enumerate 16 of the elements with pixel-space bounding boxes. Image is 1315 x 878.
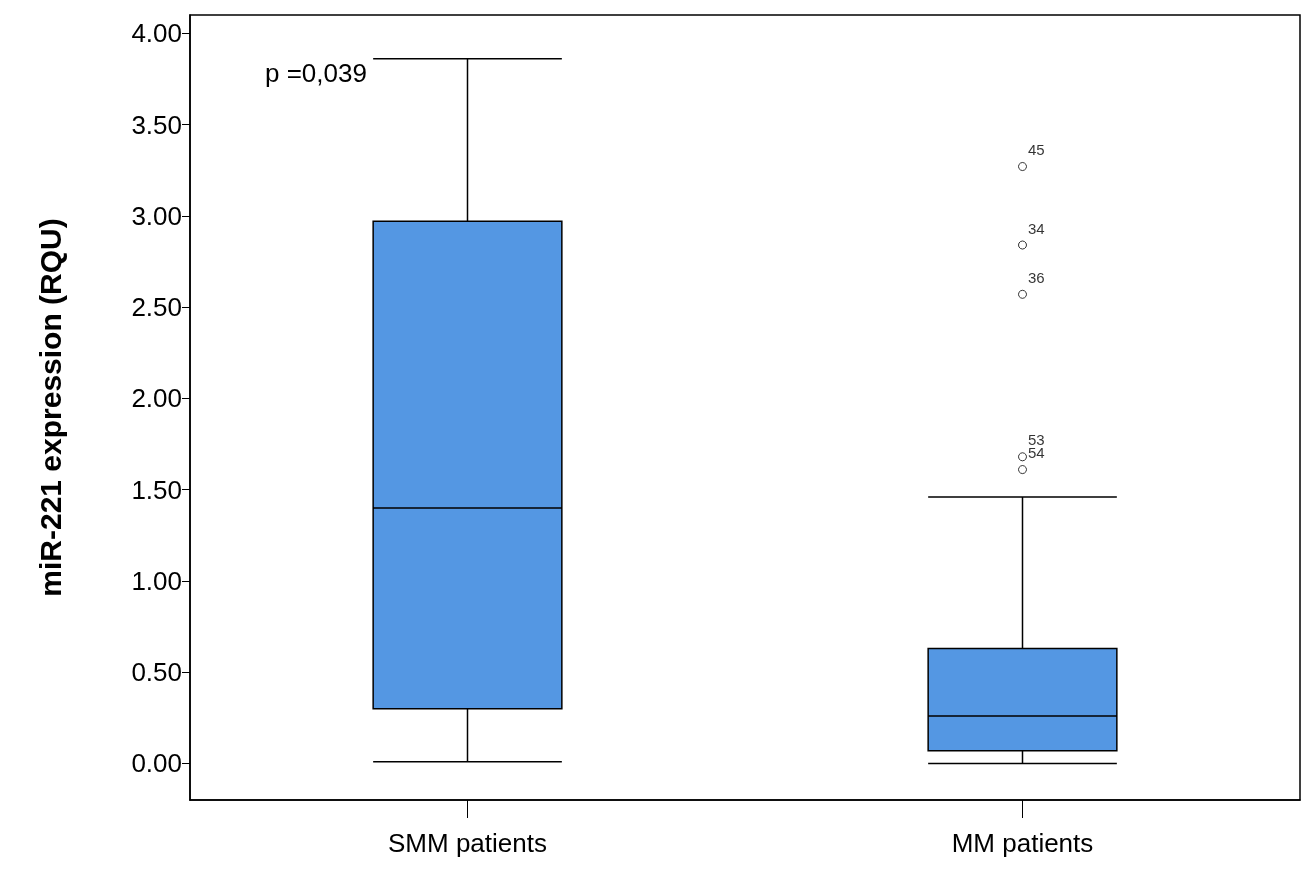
- y-tick-label: 1.00: [131, 565, 182, 596]
- annotation: 34: [1028, 219, 1045, 237]
- x-tick-label: SMM patients: [388, 828, 547, 858]
- annotation: 45: [1028, 141, 1045, 159]
- y-tick-label: 4.00: [131, 18, 182, 49]
- y-tick-label: 1.50: [131, 474, 182, 505]
- y-tick-label: 0.00: [131, 748, 182, 779]
- y-tick-label: 2.50: [131, 292, 182, 323]
- y-tick-label: 2.00: [131, 383, 182, 414]
- annotation: p =0,039: [265, 58, 367, 88]
- y-axis-title: miR-221 expression (RQU): [33, 218, 67, 597]
- x-tick-label: MM patients: [951, 828, 1094, 858]
- annotation: 36: [1028, 268, 1045, 286]
- y-tick-label: 0.50: [131, 657, 182, 688]
- y-tick-label: 3.00: [131, 200, 182, 231]
- y-tick-label: 3.50: [131, 109, 182, 140]
